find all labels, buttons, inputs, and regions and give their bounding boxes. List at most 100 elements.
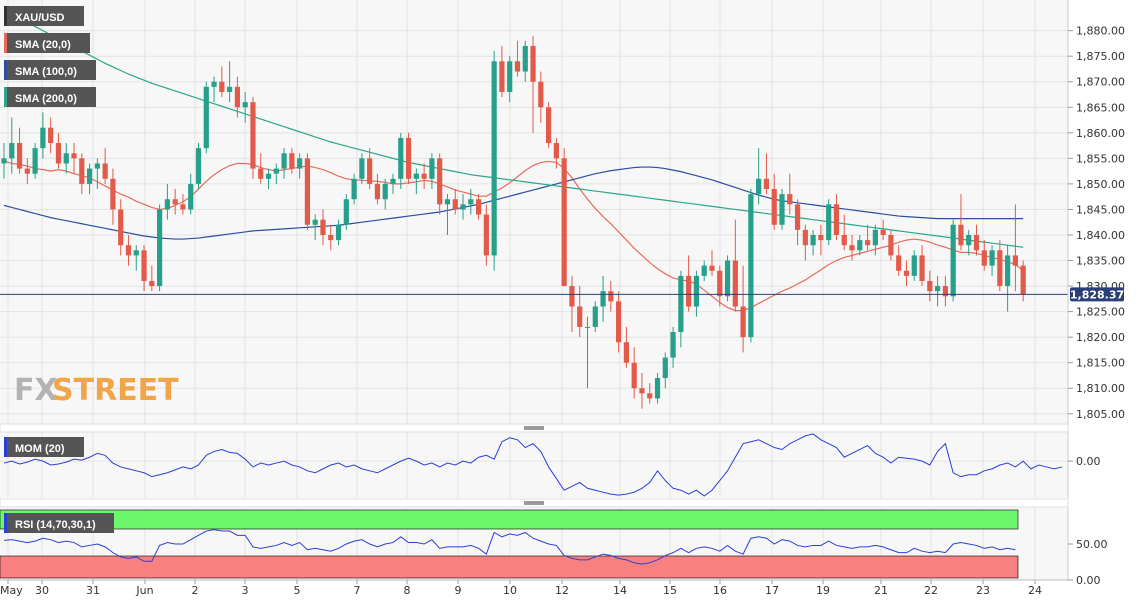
candle-bear	[896, 255, 902, 271]
candle-bull	[157, 209, 163, 287]
candle-bull	[1005, 255, 1011, 287]
x-tick-label: May	[0, 584, 23, 597]
mom-tick-label: 0.00	[1076, 455, 1101, 468]
candle-bull	[756, 178, 762, 195]
x-tick-label: Jun	[135, 584, 153, 597]
candle-bear	[499, 61, 505, 92]
candle-bull	[460, 204, 466, 210]
legend-sma20[interactable]: SMA (20,0)	[4, 33, 90, 53]
candle-bull	[857, 240, 863, 251]
candle-bear	[981, 250, 987, 266]
candle-bear	[623, 342, 629, 363]
legend-rsi-label: RSI (14,70,30,1)	[15, 519, 96, 531]
legend-sma100-label: SMA (100,0)	[15, 66, 77, 78]
rsi-oversold-zone	[0, 555, 1019, 579]
price-tick-label: 1,870.00	[1076, 76, 1125, 89]
price-tick-label: 1,845.00	[1076, 203, 1125, 216]
candle-bear	[475, 199, 482, 215]
candle-bear	[763, 178, 770, 190]
candle-bear	[110, 178, 116, 210]
tick-layer: 1,805.00 1,810.00 1,815.00 1,820.00 1,825.00…	[0, 25, 1125, 597]
candle-bear	[919, 255, 925, 281]
candle-bear	[903, 270, 910, 276]
candle-bull	[444, 199, 451, 205]
price-tick-label: 1,860.00	[1076, 127, 1125, 140]
candle-bull	[654, 378, 661, 399]
candle-bear	[732, 260, 738, 307]
legend-rsi[interactable]: RSI (14,70,30,1)	[4, 513, 114, 533]
x-tick-label: 22	[924, 584, 938, 597]
legend-sma100[interactable]: SMA (100,0)	[4, 60, 96, 80]
candle-bear	[421, 173, 427, 179]
candle-bear	[942, 286, 948, 297]
candle-bear	[79, 158, 85, 184]
candle-bear	[639, 388, 645, 394]
candle-bull	[491, 61, 497, 256]
candle-bull	[281, 153, 287, 169]
sma-layer	[3, 9, 1024, 312]
last-price-badge	[1070, 287, 1124, 302]
candle-bear	[452, 199, 458, 210]
candle-bear	[55, 143, 62, 164]
candle-bear	[219, 81, 225, 92]
candle-bull	[748, 194, 754, 338]
x-tick-label: 10	[503, 584, 517, 597]
candle-bull	[911, 255, 917, 276]
candle-bear	[818, 234, 824, 241]
candle-bear	[546, 107, 552, 144]
candle-bull	[297, 158, 303, 169]
candle-bear	[888, 234, 894, 256]
price-tick-label: 1,880.00	[1076, 25, 1125, 38]
legend-price[interactable]: XAU/USD	[4, 6, 84, 26]
x-tick-label: 17	[765, 584, 779, 597]
candle-bear	[71, 153, 77, 159]
x-tick-label: 8	[404, 584, 411, 597]
indicator-layer	[3, 433, 1063, 565]
candle-bull	[227, 86, 233, 92]
candle-bull	[592, 306, 598, 327]
candle-bull	[584, 326, 591, 328]
rsi-tick-label: 50.00	[1076, 538, 1108, 551]
candle-bear	[180, 204, 186, 210]
price-tick-label: 1,810.00	[1076, 382, 1125, 395]
candle-bull	[335, 224, 342, 241]
candle-bear	[787, 194, 793, 205]
candle-bear	[577, 306, 583, 327]
price-tick-label: 1,875.00	[1076, 50, 1125, 63]
candle-bear	[125, 245, 132, 256]
candle-bear	[833, 204, 840, 235]
candle-bear	[794, 204, 801, 230]
candle-bull	[188, 183, 194, 210]
candle-bull	[1, 158, 7, 164]
legend-mom[interactable]: MOM (20)	[4, 437, 84, 457]
candle-bear	[973, 234, 980, 251]
x-tick-label: 3	[242, 584, 249, 597]
sma100-line	[3, 166, 1024, 240]
candle-bull	[872, 229, 878, 246]
divider-handle-1[interactable]	[524, 426, 544, 430]
candle-bull	[468, 199, 474, 205]
candle-bull	[359, 158, 365, 179]
candle-bull	[382, 183, 388, 200]
legend-sma200[interactable]: SMA (200,0)	[4, 87, 96, 107]
candle-bull	[522, 45, 528, 72]
price-tick-label: 1,835.00	[1076, 255, 1125, 268]
legend-price-label: XAU/USD	[15, 12, 65, 24]
x-tick-label: 2	[192, 584, 199, 597]
candle-bear	[880, 229, 886, 235]
candle-bear	[250, 102, 256, 169]
sma200-line	[3, 9, 1024, 248]
watermark-street: STREET	[52, 373, 179, 408]
candle-bull	[343, 199, 349, 225]
x-tick-label: 9	[455, 584, 462, 597]
candle-bear	[16, 143, 23, 169]
candle-bear	[437, 158, 443, 205]
mom-panel-bg	[0, 432, 1068, 498]
candle-bear	[709, 265, 715, 271]
candle-bear	[118, 209, 124, 246]
candle-bear	[172, 199, 178, 205]
divider-handle-2[interactable]	[524, 501, 544, 505]
candle-bear	[802, 229, 808, 246]
